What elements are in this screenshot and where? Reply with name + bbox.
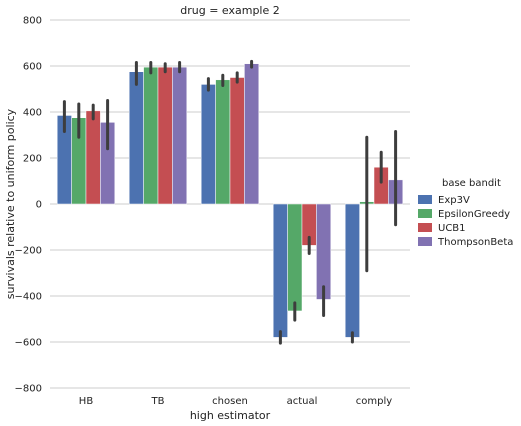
bar-chosen-UCB1	[230, 78, 244, 205]
legend-entry-UCB1: UCB1	[438, 223, 466, 234]
legend-title: base bandit	[442, 178, 501, 189]
legend-swatch-ThompsonBeta	[418, 237, 432, 246]
bar-TB-Exp3V	[129, 72, 143, 204]
y-tick-label-4: 0	[36, 200, 42, 211]
bar-HB-UCB1	[86, 111, 100, 204]
x-tick-label-1: TB	[151, 396, 165, 407]
legend-entry-ThompsonBeta: ThompsonBeta	[437, 237, 513, 248]
bar-chosen-EpsilonGreedy	[216, 80, 230, 204]
y-tick-label-0: −800	[15, 384, 42, 395]
bar-actual-EpsilonGreedy	[288, 204, 302, 311]
bar-chosen-Exp3V	[201, 84, 215, 204]
bar-actual-Exp3V	[273, 204, 287, 337]
y-tick-label-2: −400	[15, 292, 42, 303]
x-tick-label-2: chosen	[212, 396, 248, 407]
y-tick-label-8: 800	[23, 16, 42, 27]
legend: base bandit Exp3V EpsilonGreedy UCB1 Thomps…	[418, 178, 513, 248]
bar-TB-UCB1	[158, 67, 172, 204]
x-tick-label-0: HB	[79, 396, 94, 407]
legend-entry-EpsilonGreedy: EpsilonGreedy	[438, 209, 510, 220]
bar-chosen-ThompsonBeta	[244, 64, 258, 204]
x-tick-label-3: actual	[287, 396, 318, 407]
y-tick-label-7: 600	[23, 62, 42, 73]
legend-entry-Exp3V: Exp3V	[438, 195, 470, 206]
chart-title: drug = example 2	[180, 4, 280, 17]
y-axis-label: survivals relative to uniform policy	[4, 108, 17, 299]
y-tick-label-6: 400	[23, 108, 42, 119]
y-tick-label-1: −600	[15, 338, 42, 349]
y-tick-label-5: 200	[23, 154, 42, 165]
bar-TB-EpsilonGreedy	[144, 67, 158, 204]
legend-swatch-EpsilonGreedy	[418, 209, 432, 218]
y-tick-labels: −800 −600 −400 −200 0 200 400 600 800	[15, 16, 42, 395]
x-axis-label: high estimator	[190, 409, 271, 422]
y-tick-label-3: −200	[15, 246, 42, 257]
x-tick-labels: HB TB chosen actual comply	[79, 396, 392, 407]
legend-swatch-Exp3V	[418, 195, 432, 204]
bar-actual-ThompsonBeta	[316, 204, 330, 299]
bar-TB-ThompsonBeta	[172, 67, 186, 204]
legend-swatch-UCB1	[418, 223, 432, 232]
bar-comply-Exp3V	[345, 204, 359, 337]
x-tick-label-4: comply	[356, 396, 392, 407]
